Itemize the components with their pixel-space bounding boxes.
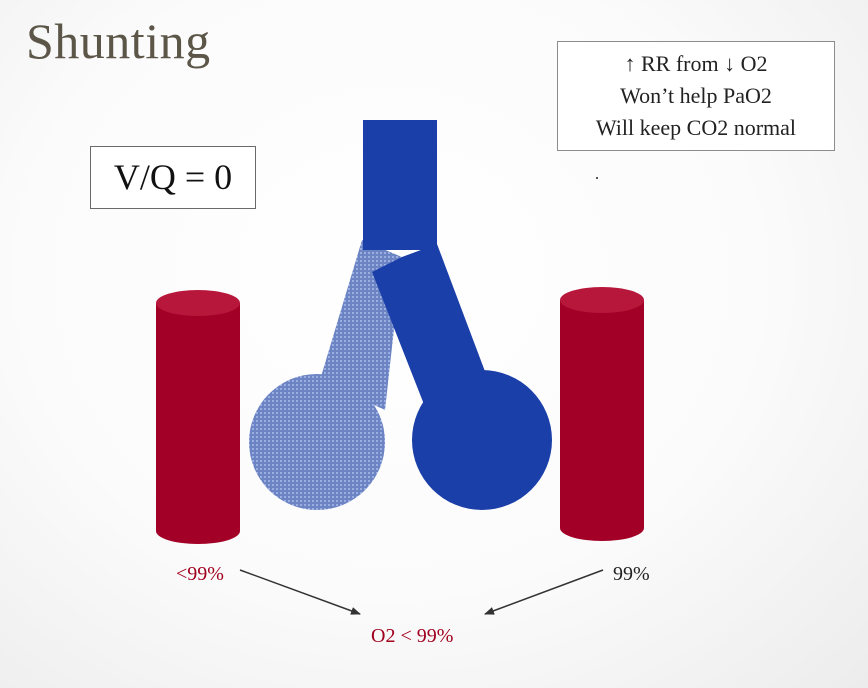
trachea <box>363 120 437 250</box>
stray-dot <box>596 177 598 179</box>
ventilated-bronchus-branch <box>372 244 492 412</box>
slide-title: Shunting <box>26 13 211 69</box>
note-line-3: Will keep CO2 normal <box>595 115 797 140</box>
note-line-2: Won’t help PaO2 <box>620 83 772 108</box>
left-arrow <box>239 569 361 615</box>
right-saturation-label: 99% <box>613 563 650 585</box>
ventilated-alveolus-sac <box>412 370 552 510</box>
note-box: ↑ RR from ↓ O2 Won’t help PaO2 Will keep… <box>557 41 835 151</box>
left-saturation-label: <99% <box>176 563 224 585</box>
shunted-alveolus-sac <box>249 374 385 510</box>
vq-ratio-box: V/Q = 0 <box>90 146 256 209</box>
ventilated-alveolus <box>372 244 552 510</box>
right-blood-vessel <box>560 287 644 541</box>
note-line-1: ↑ RR from ↓ O2 <box>624 51 768 76</box>
mixed-oxygen-label: O2 < 99% <box>371 625 454 647</box>
left-blood-vessel <box>156 290 240 544</box>
right-arrow <box>484 569 604 615</box>
